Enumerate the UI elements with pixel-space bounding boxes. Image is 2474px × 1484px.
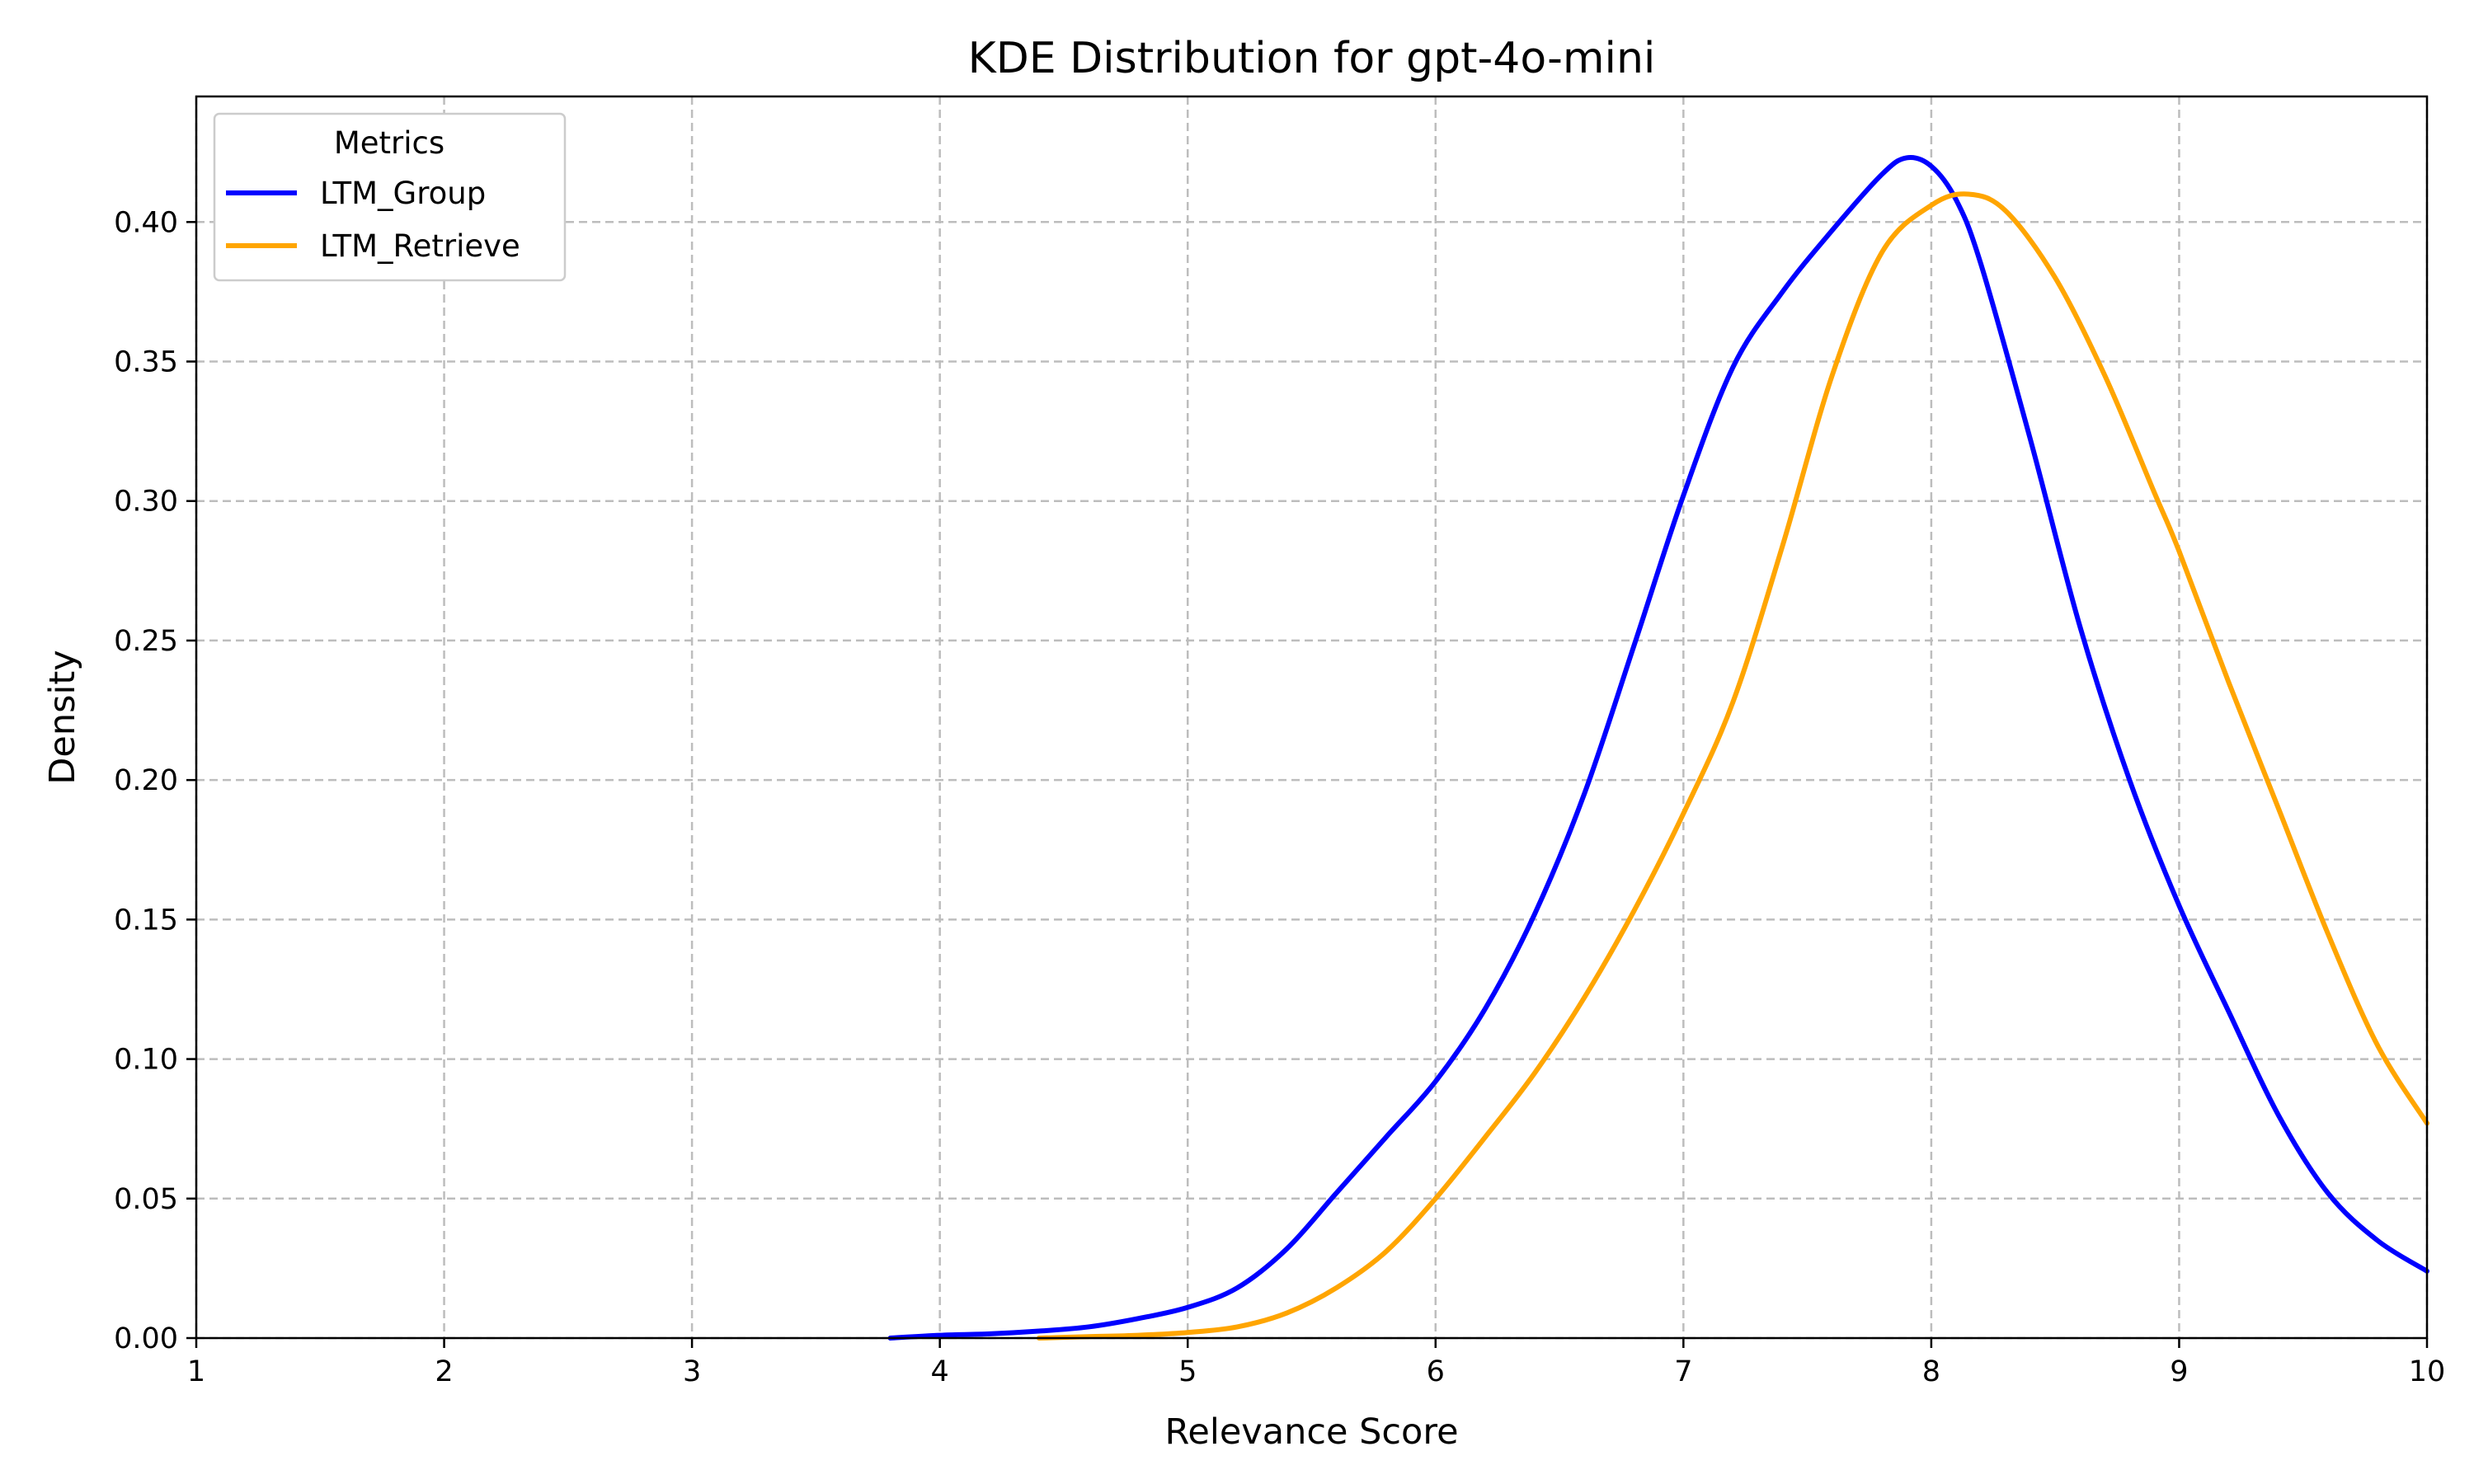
y-tick-label: 0.00 (114, 1322, 178, 1355)
x-tick-label: 10 (2409, 1355, 2446, 1388)
x-tick-label: 1 (187, 1355, 205, 1388)
legend-box (213, 112, 567, 282)
y-tick-label: 0.15 (114, 904, 178, 937)
x-tick-label: 2 (435, 1355, 453, 1388)
y-axis-label: Density (42, 650, 83, 784)
series-line-ltm-retrieve (1036, 191, 2429, 1341)
y-tick-label: 0.10 (114, 1044, 178, 1077)
legend-label-ltm-group: LTM_Group (320, 176, 486, 211)
y-tick-label: 0.35 (114, 346, 178, 379)
chart-title: KDE Distribution for gpt-4o-mini (968, 34, 1656, 83)
ticks-layer: 1 2 3 4 5 6 7 8 9 10 0.00 0.05 0.10 0.15 0.20 0.25 0.30 0… (114, 206, 2445, 1388)
x-tick-label: 6 (1427, 1355, 1445, 1388)
x-tick-label: 9 (2170, 1355, 2188, 1388)
y-tick-label: 0.40 (114, 206, 178, 239)
x-tick-label: 8 (1922, 1355, 1940, 1388)
plot-frame (195, 95, 2429, 1340)
legend-label-ltm-retrieve: LTM_Retrieve (320, 228, 520, 264)
y-tick-label: 0.20 (114, 764, 178, 797)
legend: Metrics LTM_Group LTM_Retrieve (213, 112, 567, 282)
x-tick-label: 4 (931, 1355, 949, 1388)
y-tick-label: 0.30 (114, 486, 178, 519)
x-tick-label: 3 (683, 1355, 701, 1388)
legend-title: Metrics (334, 125, 444, 161)
y-tick-label: 0.05 (114, 1183, 178, 1216)
x-tick-label: 7 (1674, 1355, 1692, 1388)
x-axis-label: Relevance Score (1164, 1411, 1458, 1453)
y-tick-label: 0.25 (114, 625, 178, 658)
x-tick-label: 5 (1178, 1355, 1197, 1388)
series-line-ltm-group (887, 155, 2429, 1341)
legend-items: LTM_Group LTM_Retrieve (226, 176, 520, 264)
series-layer (887, 155, 2429, 1341)
